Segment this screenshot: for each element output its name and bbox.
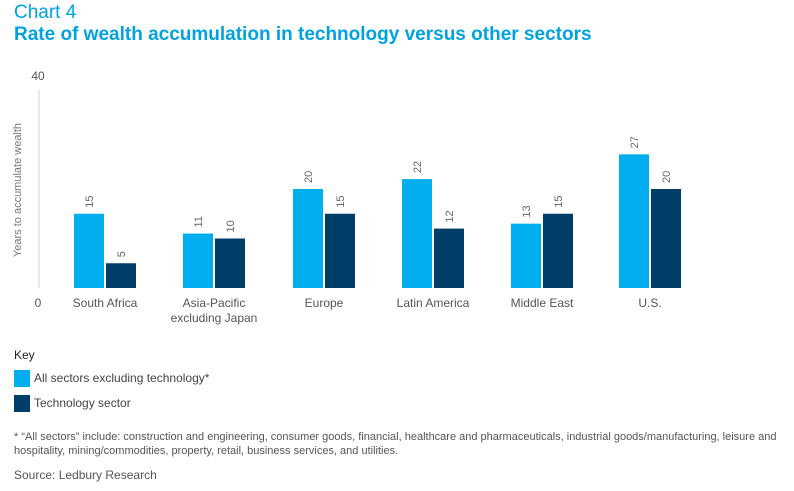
bar-south-africa-technology [106,263,136,288]
legend-swatch-technology [14,394,30,412]
data-label-south-africa-technology: 5 [116,251,128,257]
data-label-u-s-technology: 20 [661,171,673,183]
x-tick-label-u-s: U.S. [638,296,661,310]
chart-label: Chart 4 [14,2,77,23]
bar-latin-america-technology [434,228,464,288]
bar-latin-america-all-sectors [402,179,432,288]
data-label-u-s-all-sectors: 27 [629,136,641,148]
bars-group: 15 5 South Africa 11 10 Asia-Pacificexcluding… [73,136,681,325]
bar-chart: 40 0 Years to accumulate wealth 15 5 South… [12,69,681,325]
bar-asia-pacific-excluding-japan-technology [215,238,245,288]
data-label-middle-east-all-sectors: 13 [521,205,533,217]
x-tick-label-middle-east: Middle East [511,296,574,310]
data-label-europe-all-sectors: 20 [303,171,315,183]
footnote: * “All sectors” include: construction an… [14,431,777,457]
bar-middle-east-technology [543,213,573,288]
bar-middle-east-all-sectors [511,223,541,288]
legend-item-technology: Technology sector [14,394,131,412]
chart-title: Rate of wealth accumulation in technolog… [14,24,592,45]
data-label-latin-america-all-sectors: 22 [412,161,424,173]
x-tick-label-europe: Europe [305,296,344,310]
data-label-europe-technology: 15 [335,196,347,208]
legend-label-technology: Technology sector [34,396,131,410]
legend-label-all-sectors: All sectors excluding technology* [34,371,210,385]
bar-europe-technology [325,213,355,288]
legend-swatch-all-sectors [14,369,30,387]
data-label-latin-america-technology: 12 [444,210,456,222]
y-tick-label-top: 40 [31,69,45,83]
source-note: Source: Ledbury Research [14,468,157,482]
data-label-middle-east-technology: 15 [553,196,565,208]
bar-europe-all-sectors [293,189,323,288]
data-label-south-africa-all-sectors: 15 [84,196,96,208]
x-tick-label-asia-pacific-excluding-japan-line1: Asia-Pacific [183,296,246,310]
y-tick-label-zero: 0 [35,296,42,310]
x-tick-label-asia-pacific-excluding-japan-line2: excluding Japan [171,311,258,325]
data-label-asia-pacific-excluding-japan-all-sectors: 11 [193,216,205,227]
legend-item-all-sectors: All sectors excluding technology* [14,369,209,387]
legend-heading: Key [14,348,35,362]
x-tick-label-south-africa: South Africa [73,296,138,310]
bar-u-s-technology [651,189,681,288]
bar-u-s-all-sectors [619,154,649,288]
data-label-asia-pacific-excluding-japan-technology: 10 [225,220,237,232]
y-axis-title: Years to accumulate wealth [12,123,24,257]
bar-south-africa-all-sectors [74,213,104,288]
x-tick-label-latin-america: Latin America [397,296,470,310]
bar-asia-pacific-excluding-japan-all-sectors [183,233,213,288]
